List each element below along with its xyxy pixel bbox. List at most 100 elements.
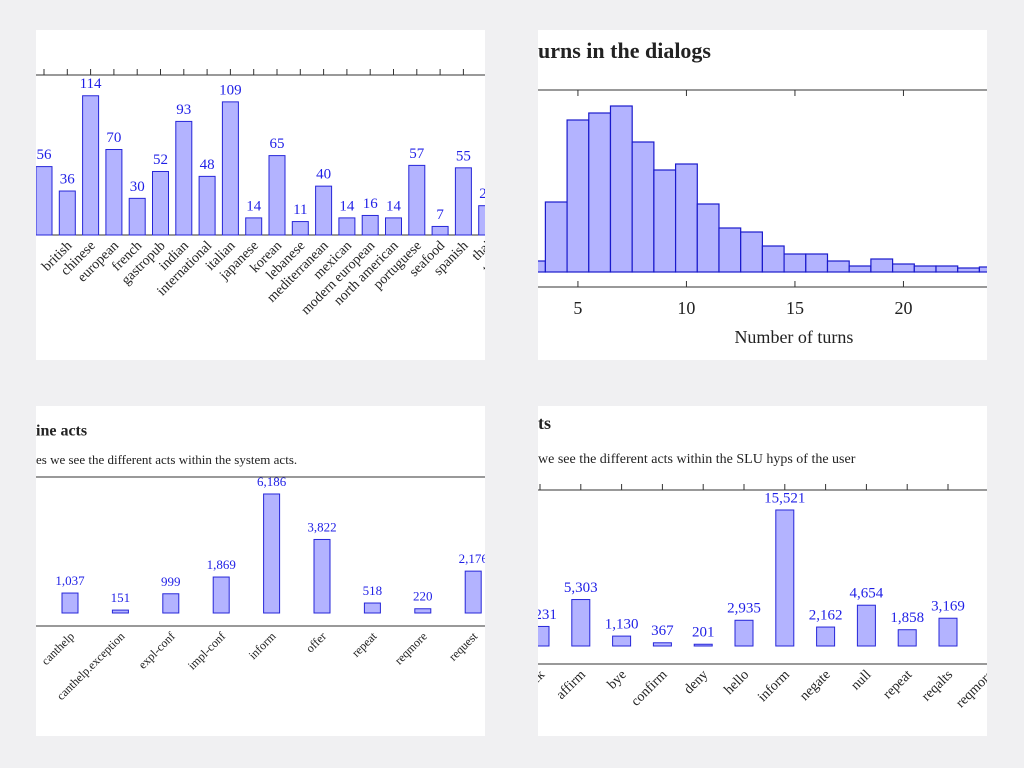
bar — [315, 185, 333, 236]
value-label: 56 — [37, 147, 53, 163]
value-label: 30 — [130, 179, 145, 195]
histogram-bar — [588, 112, 612, 273]
value-label: 24 — [479, 186, 495, 202]
value-label: 7 — [436, 207, 444, 223]
bar — [538, 625, 550, 647]
bar — [162, 593, 180, 614]
value-label: 52 — [153, 152, 168, 168]
value-label: 2,162 — [809, 607, 843, 623]
histogram-bar — [631, 141, 655, 273]
bar — [291, 221, 309, 236]
value-label: 3,169 — [931, 599, 965, 615]
value-label: 70 — [106, 130, 121, 146]
chart-subtitle: we see the different acts within the SLU… — [538, 452, 856, 467]
chart-title: ine acts — [36, 423, 87, 440]
panel-background — [36, 406, 485, 736]
histogram-bar — [891, 263, 915, 273]
x-tick-label: vietnamese — [486, 238, 541, 293]
value-label: 14 — [339, 198, 355, 214]
bar — [338, 217, 356, 236]
bar — [175, 120, 193, 236]
value-label: 14 — [386, 198, 402, 214]
bar — [152, 170, 169, 236]
histogram-bar — [870, 258, 894, 273]
histogram-bar — [566, 119, 590, 273]
chart-title: urns in the dialogs — [538, 38, 711, 63]
bar — [652, 642, 672, 647]
value-label: 2,176 — [459, 551, 489, 566]
value-label: 65 — [270, 136, 285, 152]
bar — [58, 190, 76, 236]
value-label: 93 — [176, 102, 191, 118]
bar — [212, 576, 230, 614]
bar — [111, 609, 129, 614]
histogram-bar — [653, 169, 677, 273]
chart-subtitle: es we see the different acts within the … — [36, 452, 297, 467]
bar — [816, 626, 836, 647]
bar — [693, 643, 713, 647]
value-label: 11 — [293, 202, 307, 218]
bar — [414, 608, 432, 614]
histogram-bar — [783, 253, 807, 273]
value-label: 4,654 — [850, 586, 884, 602]
value-label: 15,521 — [764, 490, 805, 506]
x-tick-label: 15 — [786, 298, 804, 318]
bar — [856, 604, 876, 647]
chart-title: ts — [538, 413, 551, 433]
histogram-bar — [913, 265, 937, 273]
histogram-bar — [935, 265, 959, 273]
histogram-bar — [805, 253, 829, 273]
value-label: 220 — [413, 589, 433, 604]
chart-panel: ine acts es we see the different acts wit… — [36, 406, 531, 736]
value-label: 151 — [111, 590, 131, 605]
bar — [464, 570, 482, 614]
bar — [734, 619, 754, 647]
chart-panel: 56british36chinese114european70french30g… — [36, 30, 541, 360]
value-label: 2,935 — [727, 601, 761, 617]
x-tick-label: welcome — [490, 629, 531, 670]
bar — [221, 101, 239, 236]
histogram-bar — [538, 260, 546, 273]
bar — [612, 635, 632, 647]
value-label: 14 — [246, 198, 262, 214]
bar — [938, 617, 958, 647]
bar — [313, 538, 331, 614]
value-label: 518 — [363, 583, 383, 598]
value-label: 999 — [161, 574, 181, 589]
histogram-bar — [696, 203, 720, 273]
panel-background — [538, 406, 987, 736]
value-label: 1,858 — [890, 610, 924, 626]
bar — [268, 155, 286, 236]
bar — [263, 493, 281, 614]
x-tick-label: 20 — [894, 298, 912, 318]
histogram-bar — [761, 245, 785, 273]
value-label: 16 — [363, 196, 379, 212]
bar — [105, 149, 123, 236]
bar — [198, 175, 216, 236]
value-label: 40 — [316, 167, 331, 183]
value-label: 201 — [692, 625, 715, 641]
bar — [61, 592, 79, 614]
x-tick-label: ack — [524, 667, 548, 691]
value-label: 48 — [200, 157, 215, 173]
bar — [385, 217, 402, 236]
value-label: 36 — [60, 171, 76, 187]
histogram-bar — [978, 266, 987, 273]
bar — [478, 205, 485, 236]
value-label: 2,231 — [523, 607, 557, 623]
bar — [363, 602, 381, 614]
value-label: 1,130 — [605, 617, 639, 633]
histogram-bar — [544, 201, 568, 273]
bar — [431, 225, 449, 236]
histogram-bar — [674, 163, 698, 273]
histogram-bar — [848, 265, 872, 273]
value-label: 114 — [80, 76, 102, 92]
value-label: 55 — [456, 148, 471, 164]
value-label: 109 — [219, 82, 242, 98]
value-label: 1,037 — [55, 573, 85, 588]
value-label: 3,822 — [307, 519, 336, 534]
histogram-bar — [740, 231, 763, 273]
value-label: 367 — [651, 623, 674, 639]
x-tick-label: turkish — [480, 238, 518, 276]
